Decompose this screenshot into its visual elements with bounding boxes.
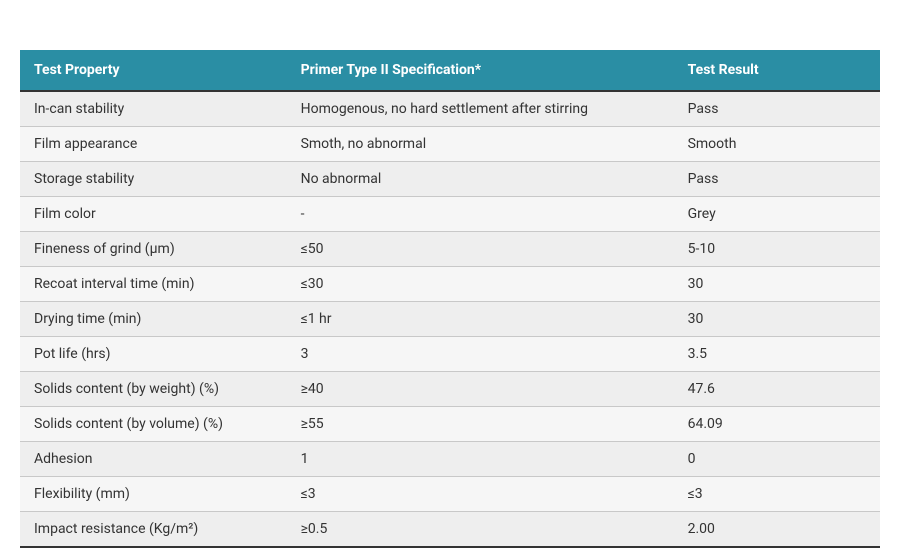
cell-specification: ≥40 [287,372,674,407]
table-row: Storage stabilityNo abnormalPass [20,162,880,197]
table-row: Pot life (hrs)33.5 [20,337,880,372]
cell-property: Solids content (by weight) (%) [20,372,287,407]
table-row: Film color-Grey [20,197,880,232]
cell-result: Pass [674,91,880,127]
cell-property: Adhesion [20,442,287,477]
cell-property: Storage stability [20,162,287,197]
cell-result: 3.5 [674,337,880,372]
table-row: Solids content (by weight) (%)≥4047.6 [20,372,880,407]
cell-specification: Smoth, no abnormal [287,127,674,162]
cell-result: 2.00 [674,512,880,548]
cell-result: 30 [674,302,880,337]
table-container: Test Property Primer Type II Specificati… [20,50,880,548]
cell-property: Fineness of grind (µm) [20,232,287,267]
cell-property: Drying time (min) [20,302,287,337]
table-row: Adhesion10 [20,442,880,477]
cell-property: Recoat interval time (min) [20,267,287,302]
cell-property: Impact resistance (Kg/m²) [20,512,287,548]
cell-specification: ≤50 [287,232,674,267]
table-row: Flexibility (mm)≤3≤3 [20,477,880,512]
cell-property: Solids content (by volume) (%) [20,407,287,442]
cell-specification: ≤1 hr [287,302,674,337]
table-header-row: Test Property Primer Type II Specificati… [20,50,880,91]
cell-property: Pot life (hrs) [20,337,287,372]
cell-result: 47.6 [674,372,880,407]
cell-property: Film color [20,197,287,232]
cell-specification: ≤3 [287,477,674,512]
cell-result: 0 [674,442,880,477]
cell-specification: 1 [287,442,674,477]
col-header-property: Test Property [20,50,287,91]
table-row: Impact resistance (Kg/m²)≥0.52.00 [20,512,880,548]
table-row: Film appearanceSmoth, no abnormalSmooth [20,127,880,162]
cell-specification: ≤30 [287,267,674,302]
cell-specification: ≥55 [287,407,674,442]
table-row: Solids content (by volume) (%)≥5564.09 [20,407,880,442]
cell-result: Grey [674,197,880,232]
cell-property: Film appearance [20,127,287,162]
cell-specification: ≥0.5 [287,512,674,548]
cell-specification: Homogenous, no hard settlement after sti… [287,91,674,127]
cell-specification: - [287,197,674,232]
col-header-specification: Primer Type II Specification* [287,50,674,91]
table-row: Fineness of grind (µm)≤505-10 [20,232,880,267]
cell-specification: No abnormal [287,162,674,197]
table-body: In-can stabilityHomogenous, no hard sett… [20,91,880,547]
table-row: Drying time (min)≤1 hr30 [20,302,880,337]
spec-table: Test Property Primer Type II Specificati… [20,50,880,548]
cell-result: 5-10 [674,232,880,267]
table-row: Recoat interval time (min)≤3030 [20,267,880,302]
cell-property: In-can stability [20,91,287,127]
table-row: In-can stabilityHomogenous, no hard sett… [20,91,880,127]
cell-specification: 3 [287,337,674,372]
col-header-result: Test Result [674,50,880,91]
cell-property: Flexibility (mm) [20,477,287,512]
cell-result: Smooth [674,127,880,162]
cell-result: ≤3 [674,477,880,512]
cell-result: 64.09 [674,407,880,442]
cell-result: 30 [674,267,880,302]
cell-result: Pass [674,162,880,197]
